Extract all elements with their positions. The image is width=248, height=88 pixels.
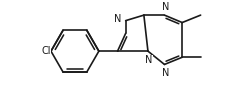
Text: N: N — [146, 55, 153, 65]
Text: N: N — [162, 1, 169, 12]
Text: N: N — [162, 68, 169, 78]
Text: Cl: Cl — [41, 46, 51, 56]
Text: N: N — [114, 14, 121, 24]
